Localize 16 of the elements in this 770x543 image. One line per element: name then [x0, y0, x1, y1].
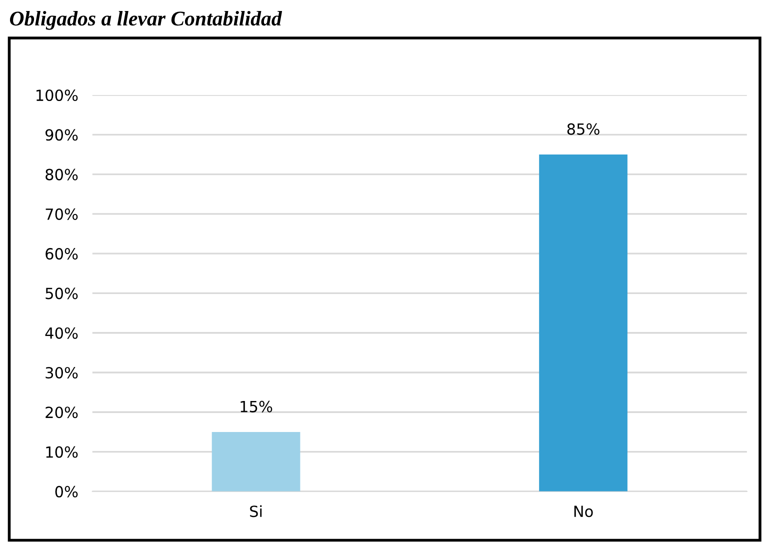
y-tick-label: 50%	[46, 288, 78, 300]
chart-title: Obligados a llevar Contabilidad	[10, 10, 282, 30]
y-tick-label: 70%	[46, 208, 78, 220]
y-tick-label: 100%	[36, 89, 78, 102]
y-tick-label: 60%	[46, 248, 78, 260]
y-tick-label: 0%	[55, 486, 78, 498]
x-tick-label: No	[574, 506, 593, 518]
y-tick-label: 90%	[46, 129, 78, 141]
x-tick-label: Si	[250, 505, 262, 518]
y-tick-label: 10%	[46, 446, 78, 458]
y-tick-label: 80%	[46, 168, 78, 180]
data-label: 85%	[567, 123, 600, 135]
y-tick-label: 20%	[46, 406, 78, 418]
y-tick-label: 30%	[46, 366, 78, 379]
data-label: 15%	[240, 400, 272, 412]
y-tick-label: 40%	[45, 327, 78, 339]
